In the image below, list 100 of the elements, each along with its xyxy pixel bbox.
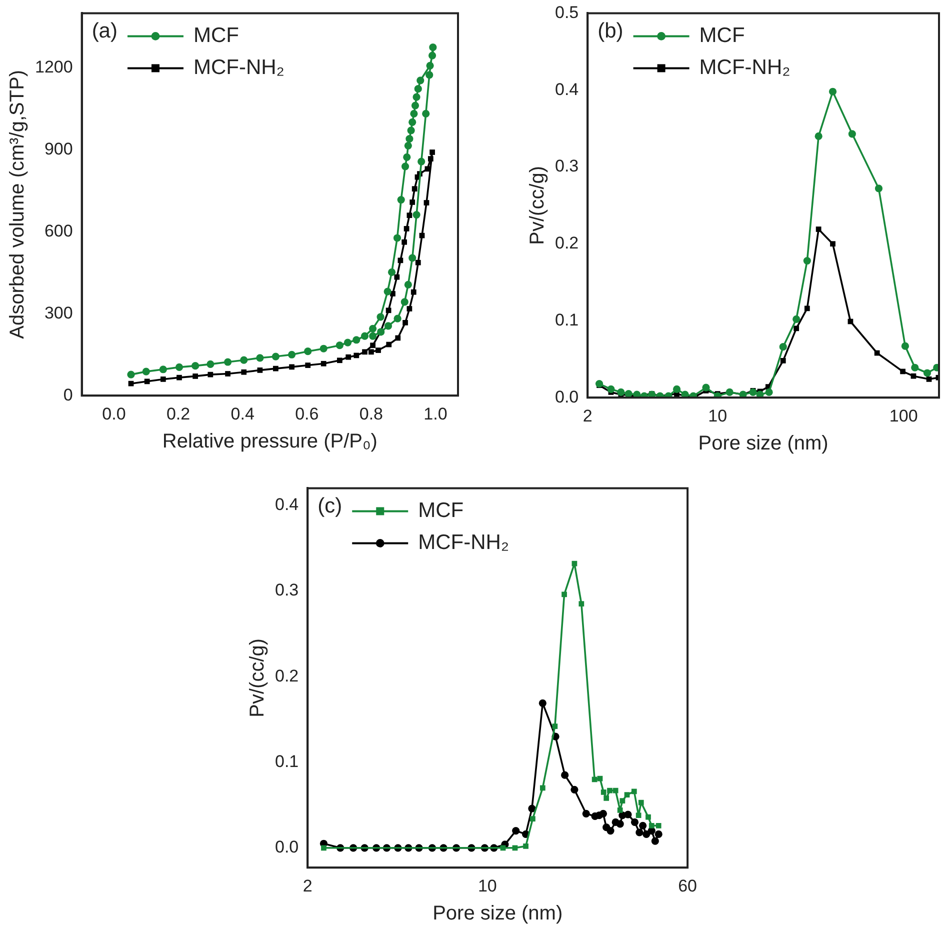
point [370, 342, 376, 348]
y-tick-label: 0.3 [554, 156, 579, 176]
x-tick-label: 0.0 [102, 404, 126, 424]
point [354, 352, 360, 358]
y-tick-label: 0.3 [274, 580, 299, 600]
point [397, 196, 405, 204]
point [344, 338, 352, 346]
point [426, 62, 434, 70]
point [384, 288, 392, 296]
point [240, 356, 248, 364]
x-tick-label: 2 [302, 876, 312, 896]
y-tick-label: 0.2 [274, 666, 299, 686]
point [175, 363, 184, 371]
point [384, 322, 392, 330]
point [429, 44, 437, 52]
point [394, 274, 400, 280]
point [408, 118, 416, 126]
legend-label: MCF [418, 498, 464, 522]
point [352, 336, 360, 344]
point [159, 366, 167, 374]
x-axis-title: Pore size (nm) [432, 902, 563, 925]
y-tick-label: 0.1 [274, 752, 299, 771]
point [288, 350, 296, 358]
point [411, 102, 420, 110]
point [376, 348, 381, 353]
annotation: (c) [318, 494, 342, 518]
point [273, 366, 278, 372]
point [426, 71, 434, 79]
legend-label: MCF-NH₂ [193, 56, 284, 79]
point [386, 342, 392, 348]
point [402, 239, 407, 245]
x-tick-label: 0.4 [230, 404, 254, 424]
point [415, 260, 421, 266]
point [336, 342, 344, 350]
point [412, 210, 420, 219]
point [362, 349, 368, 355]
point [416, 76, 424, 84]
point [398, 258, 404, 264]
y-tick-label: 0.2 [554, 234, 579, 253]
point [142, 368, 150, 376]
point [403, 153, 411, 161]
point [206, 360, 214, 368]
x-tick-label: 100 [889, 406, 918, 426]
point [400, 298, 408, 306]
point [241, 369, 247, 375]
y-tick-label: 600 [44, 221, 73, 240]
point [304, 348, 312, 356]
legend-label: MCF [193, 24, 239, 47]
x-tick-label: 0.6 [295, 404, 319, 424]
y-tick-label: 300 [44, 303, 73, 322]
y-axis-title: Pv/(cc/g) [526, 166, 549, 245]
point [272, 352, 280, 360]
y-tick-label: 900 [44, 139, 73, 158]
x-axis-title: Pore size (nm) [698, 432, 828, 455]
point [257, 368, 263, 373]
y-axis-title: Pv/(cc/g) [246, 638, 269, 718]
annotation: (b) [598, 19, 624, 42]
point [160, 376, 166, 382]
point [407, 126, 415, 134]
point [422, 110, 430, 118]
x-tick-label: 10 [708, 406, 728, 426]
point [410, 110, 418, 118]
y-tick-label: 1200 [34, 58, 73, 77]
point [410, 200, 416, 205]
point [336, 358, 342, 364]
point [144, 378, 150, 384]
point [305, 362, 311, 368]
y-tick-label: 0.0 [274, 838, 299, 857]
point [424, 200, 430, 206]
y-tick-label: 0.0 [554, 387, 579, 406]
point [408, 254, 416, 262]
point [127, 370, 135, 378]
point [406, 306, 412, 312]
x-tick-label: 10 [478, 876, 497, 896]
point [368, 332, 377, 340]
point [406, 135, 414, 143]
point [410, 289, 416, 295]
x-tick-label: 60 [678, 876, 698, 896]
y-axis-title: Adsorbed volume (cm³/g,STP) [6, 70, 29, 339]
point [208, 372, 214, 378]
point [376, 313, 384, 321]
point [225, 371, 230, 376]
point [256, 354, 264, 362]
x-tick-label: 0.2 [166, 404, 190, 424]
point [414, 85, 422, 93]
point [395, 335, 401, 341]
point [346, 354, 352, 360]
legend-label: MCF [699, 24, 745, 47]
point [388, 268, 396, 276]
point [192, 374, 198, 379]
point [320, 344, 328, 352]
point [176, 374, 182, 380]
annotation: (a) [92, 19, 118, 42]
y-tick-label: 0.5 [554, 2, 579, 22]
legend-label: MCF-NH₂ [699, 56, 790, 79]
point [320, 360, 326, 366]
x-tick-label: 1.0 [424, 404, 448, 424]
point [404, 280, 412, 289]
point [128, 380, 134, 386]
point [224, 358, 232, 366]
